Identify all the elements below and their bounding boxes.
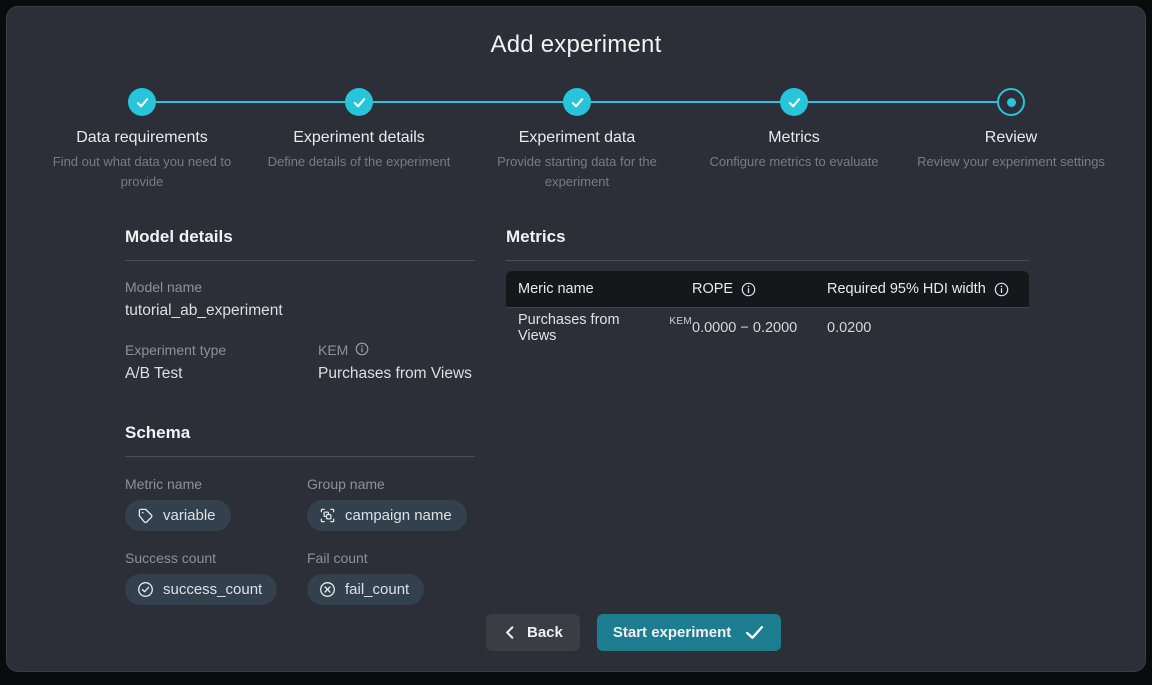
check-icon (135, 95, 150, 110)
start-experiment-button[interactable]: Start experiment (597, 614, 781, 651)
model-name-label: Model name (125, 279, 475, 295)
group-icon (319, 507, 336, 524)
step-description: Provide starting data for the experiment (479, 152, 675, 191)
kem-label: KEM (318, 342, 348, 358)
model-details-section: Model details Model name tutorial_ab_exp… (125, 227, 475, 605)
step-label: Metrics (685, 129, 903, 147)
info-icon[interactable] (741, 282, 756, 297)
step-completed-circle (128, 88, 156, 116)
column-header-label: Meric name (518, 281, 594, 297)
model-name-value: tutorial_ab_experiment (125, 302, 475, 320)
hdi-cell: 0.0200 (827, 320, 1029, 336)
fail-count-chip[interactable]: fail_count (307, 574, 424, 605)
check-icon (744, 624, 765, 641)
back-button-label: Back (527, 624, 563, 641)
chip-label: variable (163, 507, 216, 524)
model-details-heading: Model details (125, 227, 475, 261)
column-header-label: ROPE (692, 281, 733, 297)
start-button-label: Start experiment (613, 624, 731, 641)
check-icon (352, 95, 367, 110)
step-metrics[interactable]: Metrics Configure metrics to evaluate (685, 88, 903, 172)
metric-name-text: Purchases from Views (518, 312, 658, 344)
experiment-type-value: A/B Test (125, 365, 318, 383)
schema-field-success-count: Success count success_count (125, 550, 307, 605)
stepper: Data requirements Find out what data you… (7, 88, 1145, 203)
column-header-metric-name: Meric name (506, 281, 692, 297)
check-icon (787, 95, 802, 110)
step-experiment-data[interactable]: Experiment data Provide starting data fo… (468, 88, 686, 191)
step-completed-circle (563, 88, 591, 116)
page-title: Add experiment (7, 31, 1145, 59)
step-data-requirements[interactable]: Data requirements Find out what data you… (33, 88, 251, 191)
chip-label: success_count (163, 581, 262, 598)
add-experiment-dialog: Add experiment Data requirements Find ou… (6, 6, 1146, 672)
rope-cell: 0.0000 − 0.2000 (692, 320, 827, 336)
metrics-section: Metrics Meric name ROPE Required 95% HDI… (506, 227, 1029, 347)
check-icon (570, 95, 585, 110)
success-count-chip[interactable]: success_count (125, 574, 277, 605)
column-header-label: Required 95% HDI width (827, 281, 986, 297)
info-icon[interactable] (994, 282, 1009, 297)
tag-icon (137, 507, 154, 524)
chip-label: campaign name (345, 507, 452, 524)
step-review[interactable]: Review Review your experiment settings (902, 88, 1120, 172)
variable-chip[interactable]: variable (125, 500, 231, 531)
step-label: Experiment data (468, 129, 686, 147)
chevron-left-icon (503, 625, 516, 640)
schema-field-label: Group name (307, 476, 475, 492)
metrics-heading: Metrics (506, 227, 1029, 261)
schema-field-label: Metric name (125, 476, 307, 492)
back-button[interactable]: Back (486, 614, 580, 651)
step-label: Experiment details (250, 129, 468, 147)
column-header-hdi-width: Required 95% HDI width (827, 281, 1029, 297)
step-active-circle (997, 88, 1025, 116)
step-label: Data requirements (33, 129, 251, 147)
schema-field-metric-name: Metric name variable (125, 476, 307, 531)
step-completed-circle (345, 88, 373, 116)
step-experiment-details[interactable]: Experiment details Define details of the… (250, 88, 468, 172)
active-dot-icon (1007, 98, 1016, 107)
kem-value: Purchases from Views (318, 365, 475, 383)
metrics-table: Meric name ROPE Required 95% HDI width P… (506, 271, 1029, 347)
metric-name-cell: Purchases from Views KEM (506, 312, 692, 344)
step-description: Configure metrics to evaluate (696, 152, 892, 172)
x-circle-icon (319, 581, 336, 598)
group-name-chip[interactable]: campaign name (307, 500, 467, 531)
kem-badge: KEM (669, 316, 692, 327)
check-circle-icon (137, 581, 154, 598)
step-label: Review (902, 129, 1120, 147)
schema-field-group-name: Group name campaign name (307, 476, 475, 531)
step-completed-circle (780, 88, 808, 116)
step-description: Review your experiment settings (913, 152, 1109, 172)
schema-field-label: Success count (125, 550, 307, 566)
schema-field-label: Fail count (307, 550, 475, 566)
experiment-type-label: Experiment type (125, 342, 318, 358)
schema-section: Schema Metric name variable Group name c… (125, 423, 475, 605)
schema-field-fail-count: Fail count fail_count (307, 550, 475, 605)
metrics-table-header: Meric name ROPE Required 95% HDI width (506, 271, 1029, 308)
step-description: Find out what data you need to provide (44, 152, 240, 191)
dialog-footer: Back Start experiment (486, 614, 781, 651)
info-icon[interactable] (355, 342, 369, 356)
step-description: Define details of the experiment (261, 152, 457, 172)
column-header-rope: ROPE (692, 281, 827, 297)
table-row[interactable]: Purchases from ViewsKEM 0.0000 − 0.2000 … (506, 308, 1029, 347)
schema-heading: Schema (125, 423, 475, 457)
chip-label: fail_count (345, 581, 409, 598)
